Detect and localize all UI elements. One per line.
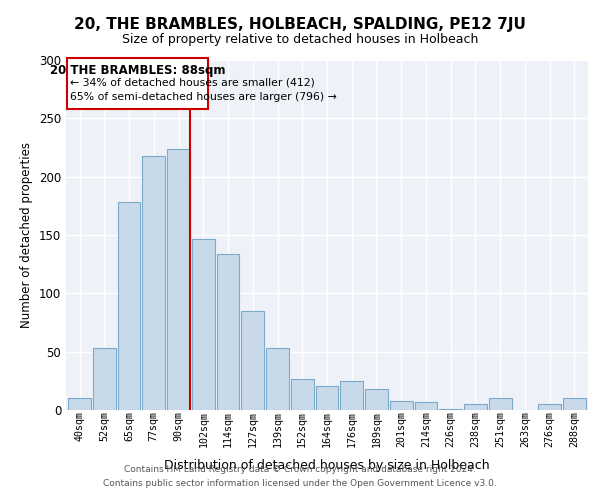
Bar: [241, 311, 264, 410]
Bar: [464, 404, 487, 410]
Bar: [192, 238, 215, 410]
Text: 65% of semi-detached houses are larger (796) →: 65% of semi-detached houses are larger (…: [70, 92, 337, 102]
Bar: [538, 404, 561, 410]
Bar: [167, 148, 190, 410]
Bar: [415, 402, 437, 410]
Bar: [439, 409, 462, 410]
Bar: [390, 400, 413, 410]
Bar: [118, 202, 140, 410]
Bar: [316, 386, 338, 410]
FancyBboxPatch shape: [67, 58, 208, 109]
Bar: [365, 389, 388, 410]
Bar: [142, 156, 165, 410]
Y-axis label: Number of detached properties: Number of detached properties: [20, 142, 34, 328]
Bar: [340, 381, 363, 410]
Bar: [489, 398, 512, 410]
Text: ← 34% of detached houses are smaller (412): ← 34% of detached houses are smaller (41…: [70, 78, 316, 88]
Bar: [217, 254, 239, 410]
Text: 20 THE BRAMBLES: 88sqm: 20 THE BRAMBLES: 88sqm: [50, 64, 225, 76]
Bar: [93, 348, 116, 410]
Bar: [291, 378, 314, 410]
Text: Contains HM Land Registry data © Crown copyright and database right 2024.
Contai: Contains HM Land Registry data © Crown c…: [103, 466, 497, 487]
X-axis label: Distribution of detached houses by size in Holbeach: Distribution of detached houses by size …: [164, 458, 490, 471]
Bar: [563, 398, 586, 410]
Bar: [266, 348, 289, 410]
Bar: [68, 398, 91, 410]
Text: 20, THE BRAMBLES, HOLBEACH, SPALDING, PE12 7JU: 20, THE BRAMBLES, HOLBEACH, SPALDING, PE…: [74, 18, 526, 32]
Text: Size of property relative to detached houses in Holbeach: Size of property relative to detached ho…: [122, 32, 478, 46]
